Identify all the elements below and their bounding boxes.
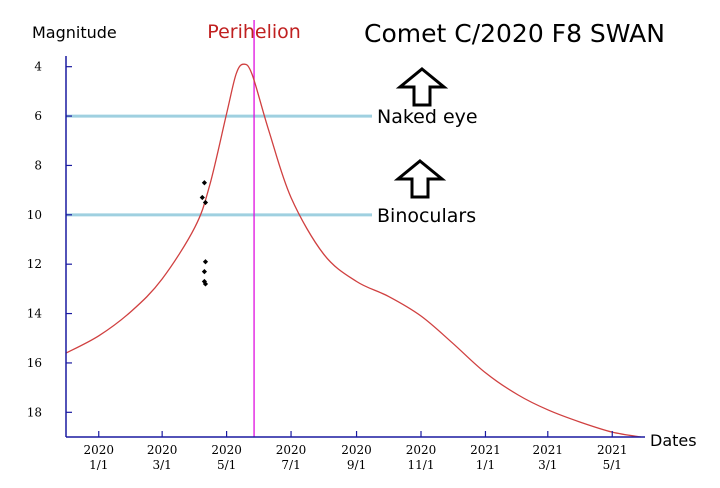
observation-point-3 (202, 259, 209, 265)
brightness-curve-line (65, 63, 641, 438)
axes: 468101214161820201/120203/120205/120207/… (27, 56, 645, 472)
y-tick-label-8: 8 (34, 158, 42, 172)
x-tick-year-7: 2021 (533, 443, 564, 457)
binoculars-arrow-icon (393, 159, 447, 199)
y-tick-label-4: 4 (34, 60, 42, 74)
x-tick-date-0: 1/1 (89, 458, 108, 472)
arrows (393, 67, 449, 199)
y-axis-label: Magnitude (32, 23, 117, 42)
brightness-curve (65, 63, 641, 438)
threshold-label-1: Binoculars (377, 205, 476, 227)
perihelion-label: Perihelion (207, 21, 301, 43)
x-tick-year-5: 2020 (406, 443, 437, 457)
chart-title: Comet C/2020 F8 SWAN (364, 19, 665, 48)
x-tick-year-0: 2020 (83, 443, 114, 457)
x-tick-date-5: 11/1 (408, 458, 435, 472)
x-tick-date-6: 1/1 (476, 458, 495, 472)
y-tick-label-18: 18 (27, 405, 42, 419)
observation-point-1 (199, 194, 205, 201)
x-tick-date-2: 5/1 (217, 458, 236, 472)
observation-point-4 (201, 268, 208, 275)
x-tick-year-8: 2021 (597, 443, 628, 457)
x-tick-date-4: 9/1 (347, 458, 366, 472)
naked-eye-arrow-icon (395, 67, 449, 107)
observation-point-0 (201, 180, 208, 186)
x-tick-year-1: 2020 (147, 443, 178, 457)
x-tick-year-6: 2021 (470, 443, 501, 457)
x-axis-label: Dates (650, 431, 697, 450)
observation-point-6 (202, 281, 209, 287)
x-tick-date-1: 3/1 (152, 458, 171, 472)
y-tick-label-6: 6 (34, 109, 42, 123)
x-tick-date-8: 5/1 (603, 458, 622, 472)
observation-point-2 (202, 199, 209, 206)
x-tick-year-4: 2020 (341, 443, 372, 457)
labels: Naked eye Binoculars Perihelion Magnitude Da… (32, 19, 697, 450)
y-tick-label-14: 14 (27, 307, 43, 321)
y-tick-label-12: 12 (27, 257, 42, 271)
observations (199, 180, 209, 287)
threshold-label-0: Naked eye (377, 106, 478, 128)
x-tick-date-3: 7/1 (281, 458, 300, 472)
threshold-lines (66, 114, 372, 217)
x-tick-date-7: 3/1 (538, 458, 557, 472)
x-tick-year-3: 2020 (276, 443, 307, 457)
y-tick-label-16: 16 (27, 356, 42, 370)
x-tick-year-2: 2020 (211, 443, 242, 457)
y-tick-label-10: 10 (27, 208, 42, 222)
